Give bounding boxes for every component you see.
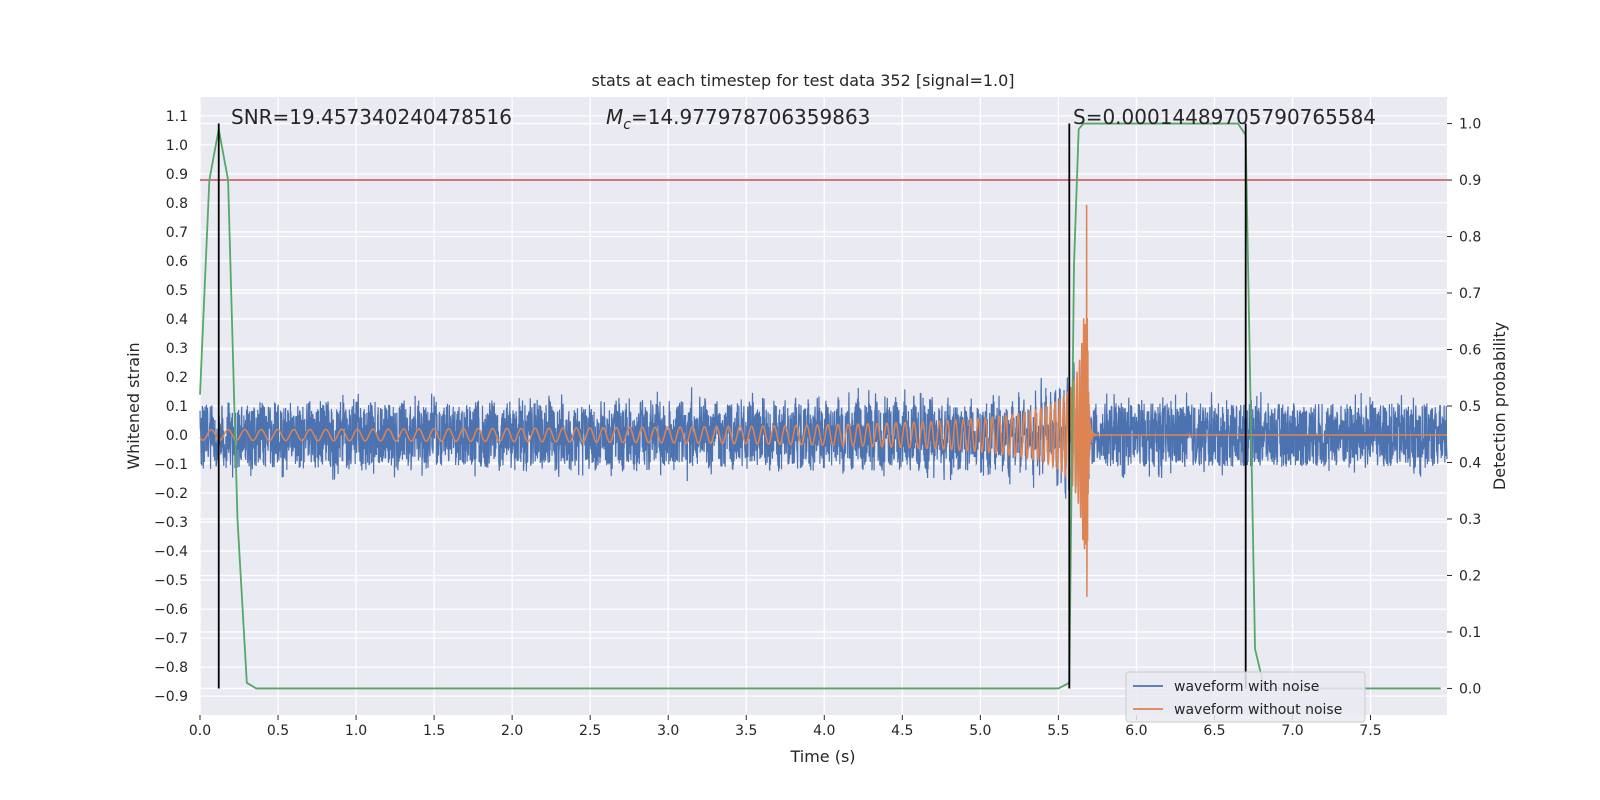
y-right-tick-label: 0.5 bbox=[1459, 399, 1481, 415]
x-tick-label: 2.0 bbox=[501, 723, 523, 739]
axes: 0.0 0.5 1.0 1.5 2.0 2.5 3.0 3.5 4.0 4.5 5.0 5.5 6.0 6… bbox=[154, 109, 1481, 739]
y-left-tick-label: −0.2 bbox=[154, 486, 188, 502]
x-tick-label: 4.0 bbox=[813, 723, 835, 739]
y-right-tick-label: 0.7 bbox=[1459, 286, 1481, 302]
chart-title: stats at each timestep for test data 352… bbox=[591, 71, 1014, 90]
chirp-mass-subscript: c bbox=[623, 117, 631, 133]
y-right-tick-label: 0.2 bbox=[1459, 568, 1481, 584]
y-left-tick-label: 0.2 bbox=[166, 370, 188, 386]
x-tick-label: 1.0 bbox=[345, 723, 367, 739]
snr-annotation: SNR=19.457340240478516 bbox=[231, 105, 512, 129]
y-left-tick-label: −0.1 bbox=[154, 457, 188, 473]
y-axis-label-right: Detection probability bbox=[1490, 322, 1509, 490]
y-left-tick-label: 0.6 bbox=[166, 254, 188, 270]
y-left-tick-label: 0.9 bbox=[166, 167, 188, 183]
y-left-tick-label: −0.9 bbox=[154, 689, 188, 705]
y-left-tick-label: −0.7 bbox=[154, 631, 188, 647]
y-right-tick-label: 0.8 bbox=[1459, 230, 1481, 246]
y-left-tick-label: 0.1 bbox=[166, 399, 188, 415]
x-tick-label: 7.0 bbox=[1281, 723, 1303, 739]
y-right-tick-label: 0.3 bbox=[1459, 512, 1481, 528]
x-tick-label: 4.5 bbox=[891, 723, 913, 739]
y-left-tick-label: 0.0 bbox=[166, 428, 188, 444]
s-annotation: S=0.00014489705790765584 bbox=[1073, 105, 1376, 129]
chirp-mass-symbol: M bbox=[606, 105, 623, 129]
y-right-tick-label: 0.1 bbox=[1459, 625, 1481, 641]
x-tick-label: 3.0 bbox=[657, 723, 679, 739]
y-left-tick-label: 0.3 bbox=[166, 341, 188, 357]
y-left-tick-label: 1.1 bbox=[166, 109, 188, 125]
y-left-tick-label: 0.7 bbox=[166, 225, 188, 241]
y-left-tick-label: 0.4 bbox=[166, 312, 188, 328]
x-tick-label: 6.5 bbox=[1203, 723, 1225, 739]
y-left-tick-label: −0.3 bbox=[154, 515, 188, 531]
legend-label-clean: waveform without noise bbox=[1174, 702, 1342, 718]
x-tick-label: 7.5 bbox=[1359, 723, 1381, 739]
x-tick-label: 0.5 bbox=[267, 723, 289, 739]
series-detection-probability bbox=[199, 122, 1441, 690]
y-left-tick-label: 0.8 bbox=[166, 196, 188, 212]
x-tick-label: 5.5 bbox=[1047, 723, 1069, 739]
y-axis-label-left: Whitened strain bbox=[124, 342, 143, 469]
x-tick-label: 3.5 bbox=[735, 723, 757, 739]
x-tick-label: 2.5 bbox=[579, 723, 601, 739]
y-left-tick-label: −0.5 bbox=[154, 573, 188, 589]
chirp-mass-value: =14.977978706359863 bbox=[631, 105, 870, 129]
y-left-tick-label: −0.6 bbox=[154, 602, 188, 618]
y-left-tick-label: −0.8 bbox=[154, 660, 188, 676]
series-waveform-without-noise bbox=[199, 204, 1447, 597]
x-tick-label: 0.0 bbox=[189, 723, 211, 739]
y-right-tick-label: 0.9 bbox=[1459, 173, 1481, 189]
x-tick-label: 1.5 bbox=[423, 723, 445, 739]
y-right-tick-label: 0.6 bbox=[1459, 343, 1481, 359]
y-left-tick-label: −0.4 bbox=[154, 544, 188, 560]
legend-box bbox=[1125, 671, 1366, 723]
x-tick-label: 6.0 bbox=[1125, 723, 1147, 739]
plot-area bbox=[199, 122, 1448, 690]
chirp-mass-annotation: Mc=14.977978706359863 bbox=[606, 105, 870, 133]
y-right-tick-label: 0.4 bbox=[1459, 455, 1481, 471]
y-right-tick-label: 0.0 bbox=[1459, 681, 1481, 697]
x-tick-label: 5.0 bbox=[969, 723, 991, 739]
legend: waveform with noise waveform without noi… bbox=[1125, 671, 1366, 723]
y-left-tick-label: 1.0 bbox=[166, 138, 188, 154]
y-right-tick-label: 1.0 bbox=[1459, 117, 1481, 133]
legend-label-noise: waveform with noise bbox=[1174, 679, 1319, 695]
x-axis-label: Time (s) bbox=[789, 747, 855, 766]
y-left-tick-label: 0.5 bbox=[166, 283, 188, 299]
